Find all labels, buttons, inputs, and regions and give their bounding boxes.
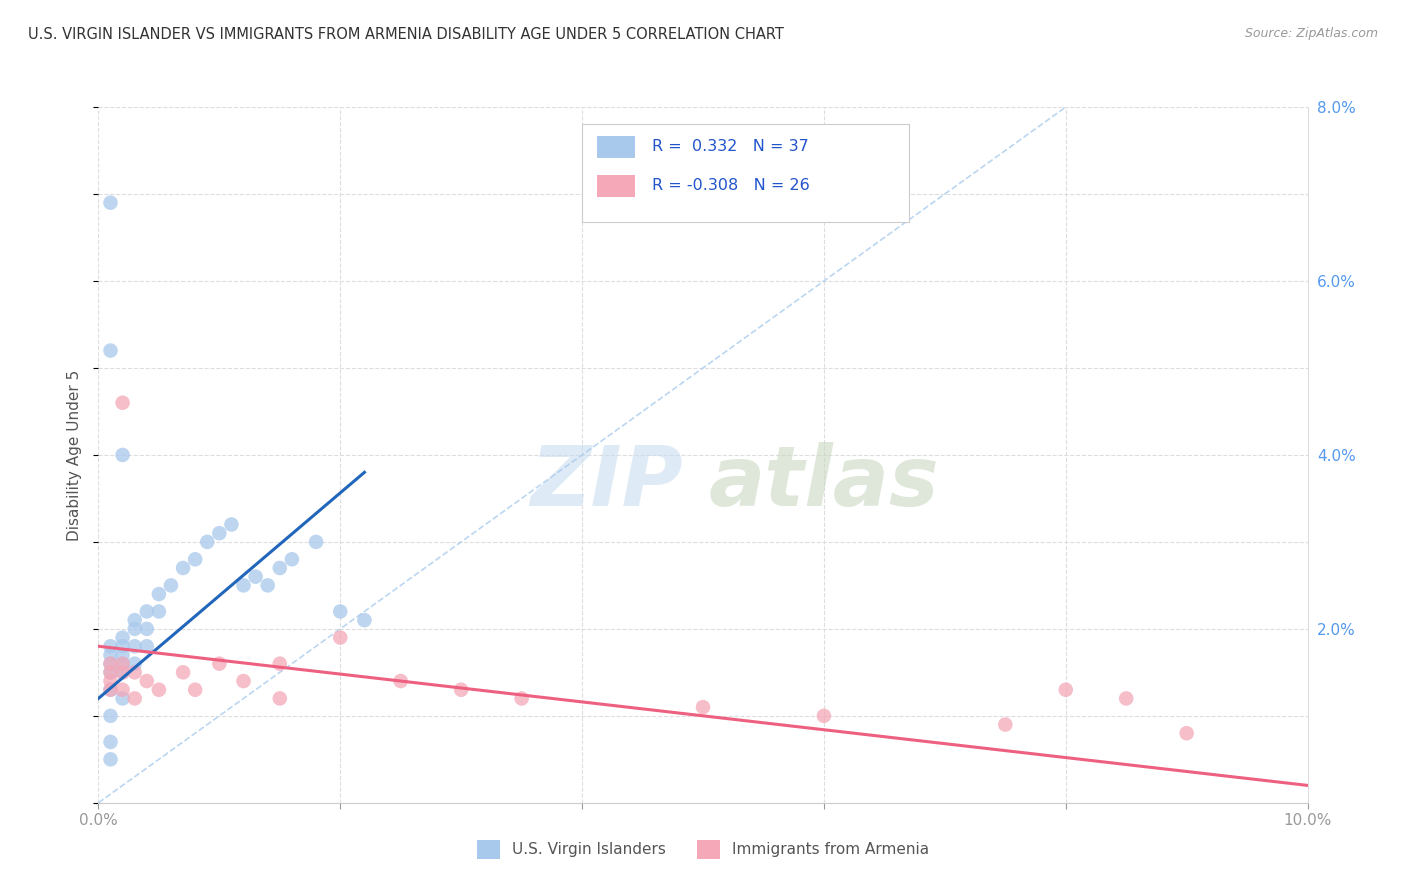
Text: Source: ZipAtlas.com: Source: ZipAtlas.com	[1244, 27, 1378, 40]
Point	[100, 665, 122, 680]
Text: R =  0.332   N = 37: R = 0.332 N = 37	[652, 139, 808, 154]
Point	[994, 717, 1017, 731]
Point	[100, 639, 122, 653]
Point	[245, 570, 267, 584]
Point	[100, 752, 122, 766]
Point	[100, 343, 122, 358]
Point	[232, 674, 254, 689]
Point	[813, 708, 835, 723]
Point	[111, 665, 134, 680]
Point	[1175, 726, 1198, 740]
Point	[124, 657, 146, 671]
Point	[111, 691, 134, 706]
Point	[1054, 682, 1077, 697]
Point	[100, 657, 122, 671]
Point	[100, 708, 122, 723]
Point	[232, 578, 254, 592]
Point	[281, 552, 304, 566]
Point	[389, 674, 412, 689]
Y-axis label: Disability Age Under 5: Disability Age Under 5	[67, 369, 83, 541]
Point	[135, 605, 157, 619]
Point	[208, 657, 231, 671]
Point	[269, 657, 291, 671]
Point	[329, 631, 352, 645]
Point	[100, 195, 122, 210]
Point	[111, 631, 134, 645]
Point	[135, 622, 157, 636]
Point	[135, 674, 157, 689]
Point	[124, 639, 146, 653]
Point	[256, 578, 278, 592]
Legend: U.S. Virgin Islanders, Immigrants from Armenia: U.S. Virgin Islanders, Immigrants from A…	[471, 834, 935, 864]
Point	[160, 578, 183, 592]
FancyBboxPatch shape	[582, 124, 908, 222]
Point	[124, 613, 146, 627]
Point	[195, 534, 218, 549]
Point	[124, 622, 146, 636]
FancyBboxPatch shape	[596, 175, 636, 197]
Point	[111, 639, 134, 653]
Point	[208, 526, 231, 541]
Point	[100, 682, 122, 697]
Point	[111, 448, 134, 462]
Point	[100, 665, 122, 680]
Point	[184, 682, 207, 697]
Point	[269, 561, 291, 575]
Point	[124, 691, 146, 706]
Point	[111, 648, 134, 662]
Point	[510, 691, 533, 706]
Point	[450, 682, 472, 697]
Point	[111, 395, 134, 409]
Text: U.S. VIRGIN ISLANDER VS IMMIGRANTS FROM ARMENIA DISABILITY AGE UNDER 5 CORRELATI: U.S. VIRGIN ISLANDER VS IMMIGRANTS FROM …	[28, 27, 785, 42]
Point	[1115, 691, 1137, 706]
Point	[124, 665, 146, 680]
Point	[100, 735, 122, 749]
Point	[221, 517, 243, 532]
Text: atlas: atlas	[709, 442, 939, 524]
Point	[135, 639, 157, 653]
Point	[329, 605, 352, 619]
Point	[148, 605, 170, 619]
Point	[148, 587, 170, 601]
Point	[172, 665, 194, 680]
Point	[111, 657, 134, 671]
Point	[692, 700, 714, 714]
Point	[100, 674, 122, 689]
Point	[148, 682, 170, 697]
Point	[305, 534, 328, 549]
Point	[111, 657, 134, 671]
Point	[269, 691, 291, 706]
Point	[172, 561, 194, 575]
Point	[111, 682, 134, 697]
Text: ZIP: ZIP	[530, 442, 682, 524]
Point	[184, 552, 207, 566]
Point	[100, 682, 122, 697]
Text: R = -0.308   N = 26: R = -0.308 N = 26	[652, 178, 810, 194]
FancyBboxPatch shape	[596, 136, 636, 158]
Point	[100, 648, 122, 662]
Point	[353, 613, 375, 627]
Point	[111, 665, 134, 680]
Point	[100, 657, 122, 671]
